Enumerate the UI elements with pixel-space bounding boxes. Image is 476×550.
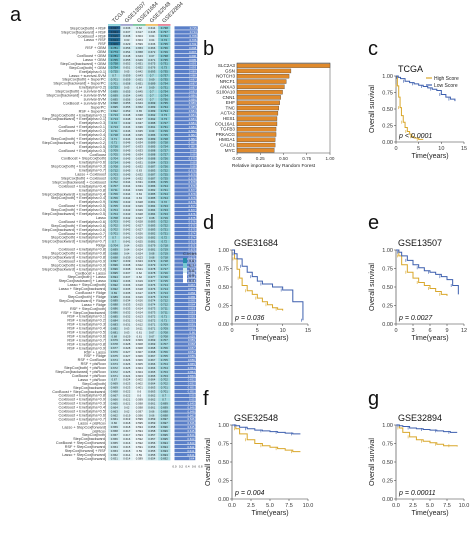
x-tick-label: 2.5 [247,503,255,509]
survival-curve-high [396,425,457,446]
survival-curve-low [396,425,457,432]
y-tick-label: 0.75 [382,442,393,448]
survival-curve-high [232,425,300,452]
km-title: GSE32894 [398,413,442,423]
x-tick-label: 12 [461,328,467,334]
x-tick-label: 5 [256,328,259,334]
y-tick-label: 0.50 [218,285,229,291]
x-axis-label: Time(years) [411,510,448,517]
x-tick-label: 10 [438,146,444,152]
x-tick-label: 0 [230,328,233,334]
x-tick-label: 10.0 [459,503,470,509]
x-tick-label: 3 [411,328,414,334]
y-tick-label: 1.00 [218,423,229,429]
survival-curve-low [232,425,300,434]
x-tick-label: 7.5 [443,503,451,509]
x-tick-label: 7.5 [285,503,293,509]
x-tick-label: 15 [305,328,311,334]
p-value-label: p = 0.00011 [398,490,436,497]
y-axis-label: Overall survival [369,263,376,311]
legend-entry: High Score [434,76,459,82]
legend-entry: Low Score [434,83,458,89]
km-title: GSE31684 [234,238,278,248]
p-value-label: p = 0.0027 [398,315,433,322]
y-tick-label: 0.50 [218,460,229,466]
x-tick-label: 0 [394,328,397,334]
y-tick-label: 1.00 [218,248,229,254]
y-tick-label: 0.00 [382,322,393,328]
y-tick-label: 0.25 [382,124,393,130]
y-axis-label: Overall survival [205,438,212,486]
km-title: GSE32548 [234,413,278,423]
x-tick-label: 5 [417,146,420,152]
y-tick-label: 0.75 [382,91,393,97]
km-title: TCGA [398,64,423,74]
y-tick-label: 1.00 [382,248,393,254]
x-tick-label: 0 [394,146,397,152]
y-axis-label: Overall survival [369,438,376,486]
x-tick-label: 10 [280,328,286,334]
km-title: GSE13507 [398,238,442,248]
x-axis-label: Time(years) [411,335,448,342]
x-axis-label: Time(years) [251,335,288,342]
survival-curve-low [396,250,458,294]
x-tick-label: 2.5 [409,503,417,509]
x-tick-label: 5.0 [266,503,274,509]
y-tick-label: 0.75 [382,267,393,273]
x-tick-label: 10.0 [303,503,314,509]
x-tick-label: 9 [445,328,448,334]
x-axis-label: Time(years) [411,153,448,160]
y-tick-label: 0.25 [218,304,229,310]
y-tick-label: 0.75 [218,442,229,448]
y-tick-label: 0.50 [382,460,393,466]
x-tick-label: 6 [428,328,431,334]
p-value-label: p < 0.0001 [398,133,432,140]
y-tick-label: 0.50 [382,285,393,291]
y-tick-label: 0.00 [382,140,393,146]
p-value-label: p = 0.004 [234,490,264,497]
y-tick-label: 0.75 [218,267,229,273]
survival-curve-high [396,250,447,296]
x-tick-label: 0.0 [392,503,400,509]
y-tick-label: 0.25 [382,479,393,485]
y-tick-label: 0.25 [382,304,393,310]
x-tick-label: 0.0 [228,503,236,509]
p-value-label: p = 0.036 [234,315,264,322]
y-axis-label: Overall survival [205,263,212,311]
y-tick-label: 1.00 [382,74,393,80]
x-axis-label: Time(years) [251,510,288,517]
x-tick-label: 15 [461,146,467,152]
y-tick-label: 1.00 [382,423,393,429]
y-axis-label: Overall survival [369,85,376,133]
y-tick-label: 0.50 [382,107,393,113]
y-tick-label: 0.25 [218,479,229,485]
x-tick-label: 5.0 [426,503,434,509]
y-tick-label: 0.00 [218,322,229,328]
